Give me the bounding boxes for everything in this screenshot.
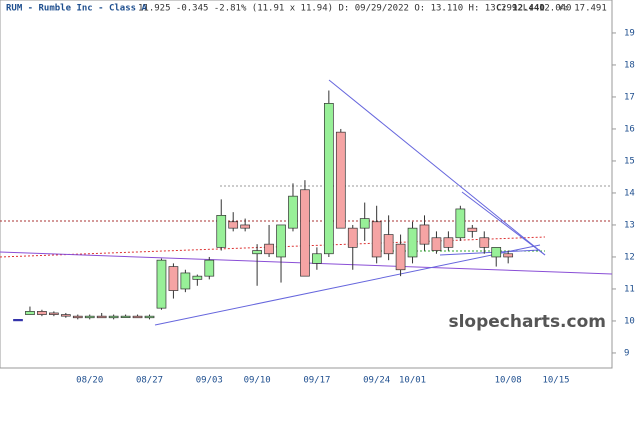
candle-body (371, 221, 382, 258)
x-tick-label: 10/15 (542, 376, 569, 386)
candle-body (144, 315, 155, 319)
candle-body (419, 224, 430, 245)
y-tick-label: 13 (624, 220, 635, 230)
plot-area (0, 0, 613, 369)
x-tick-label: 08/27 (136, 376, 163, 386)
x-tick-label: 08/20 (76, 376, 103, 386)
candle-body (216, 215, 227, 248)
candle-body (300, 189, 310, 277)
y-tick-label: 9 (624, 348, 629, 358)
candle-body (407, 227, 418, 258)
watermark: slopecharts.com (448, 312, 606, 332)
candle-body (60, 314, 71, 317)
close-label: C: 12.440 (496, 4, 545, 14)
candle-body (479, 237, 490, 248)
symbol-title: RUM - Rumble Inc - Class A (6, 4, 147, 14)
candle-body (312, 253, 322, 264)
trend-line (328, 79, 546, 256)
y-tick-label: 14 (624, 188, 635, 198)
candle-body (503, 253, 514, 258)
candle-body (13, 319, 23, 322)
trend-line (461, 191, 546, 256)
candle-body (132, 315, 143, 319)
candle-body (335, 131, 346, 229)
candle-body (25, 311, 35, 315)
candle-body (84, 315, 95, 319)
candle-body (156, 259, 167, 309)
candle-body (72, 315, 83, 319)
trend-line (439, 249, 541, 256)
x-tick-label: 10/01 (399, 376, 426, 386)
candle-body (96, 315, 107, 319)
candle-body (168, 266, 179, 291)
trend-line (154, 244, 541, 326)
y-tick-label: 10 (624, 316, 635, 326)
y-tick-label: 19 (624, 28, 635, 38)
candle-body (347, 227, 358, 248)
y-tick-label: 12 (624, 252, 635, 262)
candle-body (240, 224, 251, 229)
candle-body (49, 312, 59, 315)
x-tick-label: 09/17 (303, 376, 330, 386)
quote-line: 11.925 -0.345 -2.81% (11.91 x 11.94) D: … (138, 4, 571, 14)
x-tick-label: 09/03 (196, 376, 223, 386)
candle-body (192, 275, 203, 280)
candle-body (323, 103, 334, 255)
candle-body (288, 195, 298, 229)
candle-body (252, 250, 262, 255)
candle-body (455, 208, 466, 239)
candle-body (276, 224, 286, 258)
extra-label: Y: 17.491 (558, 4, 607, 14)
candle-body (359, 218, 370, 229)
y-tick-label: 18 (624, 60, 635, 70)
candle-body (180, 272, 191, 290)
candle-body (491, 247, 502, 258)
candle-body (228, 221, 239, 229)
candle-body (467, 227, 478, 232)
candle-body (108, 315, 119, 319)
y-tick-label: 16 (624, 124, 635, 134)
x-tick-label: 09/24 (363, 376, 390, 386)
candle-body (395, 243, 406, 271)
candle-body (443, 237, 454, 248)
candle-body (431, 237, 442, 251)
candle-body (383, 234, 394, 255)
y-tick-label: 15 (624, 156, 635, 166)
candle-body (120, 315, 131, 319)
y-tick-label: 17 (624, 92, 635, 102)
candle-body (264, 243, 274, 255)
y-tick-label: 11 (624, 284, 635, 294)
x-tick-label: 09/10 (244, 376, 271, 386)
candle-body (204, 259, 215, 277)
candle-body (37, 311, 47, 315)
x-tick-label: 10/08 (495, 376, 522, 386)
